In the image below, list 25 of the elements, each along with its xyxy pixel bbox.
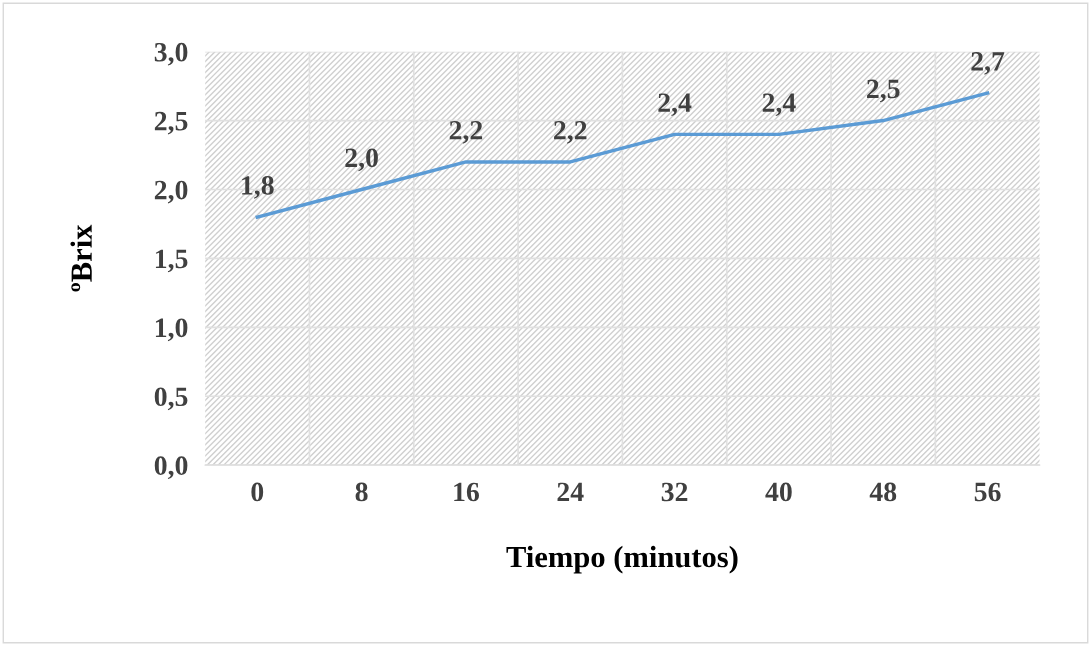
y-axis-title: ºBrix bbox=[70, 224, 92, 292]
x-tick-label: 16 bbox=[454, 482, 479, 502]
data-label: 2,5 bbox=[867, 79, 900, 103]
y-tick-label: 1,5 bbox=[155, 249, 188, 273]
x-tick-label: 32 bbox=[661, 482, 688, 502]
y-tick-label: 1,0 bbox=[155, 318, 188, 342]
y-tick-label: 3,0 bbox=[154, 42, 188, 66]
x-tick-label: 24 bbox=[557, 482, 584, 502]
data-label: 1,8 bbox=[242, 176, 274, 199]
data-label: 2,7 bbox=[971, 52, 1005, 75]
x-tick-label: 0 bbox=[251, 482, 264, 502]
data-label: 2,2 bbox=[554, 120, 587, 144]
y-tick-label: 0,0 bbox=[154, 456, 188, 480]
data-label: 2,4 bbox=[658, 93, 692, 117]
x-tick-label: 56 bbox=[974, 482, 1001, 502]
y-tick-label: 2,5 bbox=[154, 111, 188, 135]
x-axis-title: Tiempo (minutos) bbox=[506, 545, 738, 574]
data-label: 2,2 bbox=[449, 120, 483, 144]
data-label: 2,0 bbox=[345, 148, 378, 172]
x-tick-label: 40 bbox=[765, 482, 792, 502]
x-tick-label: 48 bbox=[869, 482, 897, 502]
x-tick-label: 8 bbox=[355, 482, 368, 502]
y-tick-label: 2,0 bbox=[154, 180, 188, 204]
data-label: 2,4 bbox=[762, 93, 796, 117]
y-tick-label: 0,5 bbox=[154, 387, 188, 411]
